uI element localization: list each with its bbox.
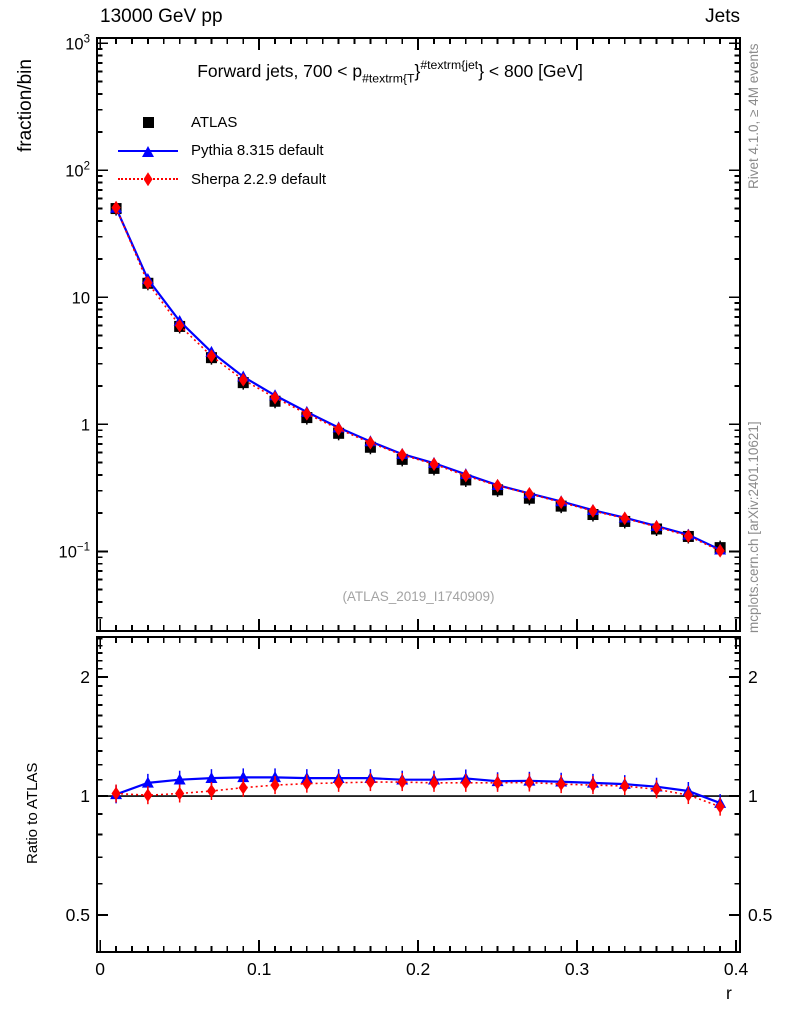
- plot-title: Forward jets, 700 < p#textrm{T}#textrm{j…: [75, 58, 705, 85]
- rivet-version-note: Rivet 4.1.0, ≥ 4M events: [746, 43, 761, 189]
- main-y-tick-label: 102: [65, 160, 90, 180]
- analysis-group-label: Jets: [705, 6, 740, 27]
- ratio-series-sherpa: [111, 773, 725, 816]
- main-y-tick-label: 103: [65, 33, 90, 53]
- legend-label: ATLAS: [191, 113, 238, 131]
- main-y-tick-label: 10−1: [59, 541, 90, 561]
- main-y-tick-label: 1: [81, 416, 90, 434]
- ratio-y-tick-label: 0.5: [748, 905, 772, 925]
- ratio-y-axis-title: Ratio to ATLAS: [24, 762, 41, 864]
- series-atlas: [110, 201, 726, 555]
- ratio-y-tick-label: 1: [80, 786, 90, 806]
- ratio-y-tick-label: 1: [748, 786, 758, 806]
- ratio-series-pythia: [110, 768, 727, 813]
- pythia-triangle-marker-icon: [118, 142, 178, 160]
- ratio-y-tick-label: 0.5: [66, 905, 90, 925]
- title-suffix: } < 800 [GeV]: [478, 60, 583, 81]
- legend: ATLAS Pythia 8.315 default Sherpa 2.2.9 …: [118, 108, 326, 194]
- legend-item-pythia: Pythia 8.315 default: [118, 137, 326, 166]
- sherpa-diamond-marker-icon: [118, 170, 178, 188]
- legend-label: Pythia 8.315 default: [191, 142, 324, 160]
- x-tick-label: 0.4: [724, 959, 749, 979]
- analysis-id-watermark: (ATLAS_2019_I1740909): [342, 589, 495, 604]
- title-brace: }: [414, 60, 421, 81]
- legend-item-atlas: ATLAS: [118, 108, 326, 137]
- main-y-tick-label: 10: [72, 289, 90, 307]
- x-tick-label: 0.1: [247, 959, 271, 979]
- series-pythia: [110, 201, 727, 555]
- beam-energy-label: 13000 GeV pp: [100, 6, 223, 27]
- mcplots-arxiv-note: mcplots.cern.ch [arXiv:2401.10621]: [746, 421, 761, 633]
- ratio-y-tick-label: 2: [748, 667, 758, 687]
- main-y-axis-title: fraction/bin: [15, 59, 36, 152]
- legend-item-sherpa: Sherpa 2.2.9 default: [118, 165, 326, 194]
- title-prefix: Forward jets, 700 < p: [197, 60, 363, 81]
- atlas-square-marker-icon: [118, 113, 178, 131]
- ratio-y-tick-label: 2: [80, 667, 90, 687]
- series-sherpa: [111, 200, 725, 558]
- x-axis-title: r: [726, 983, 732, 1003]
- legend-label: Sherpa 2.2.9 default: [191, 170, 327, 188]
- x-tick-label: 0.2: [406, 959, 430, 979]
- x-tick-label: 0: [95, 959, 105, 979]
- title-subscript: #textrm{T: [362, 71, 415, 86]
- title-superscript: #textrm{jet: [420, 58, 479, 72]
- x-tick-label: 0.3: [565, 959, 589, 979]
- axis-ticks: [97, 38, 740, 952]
